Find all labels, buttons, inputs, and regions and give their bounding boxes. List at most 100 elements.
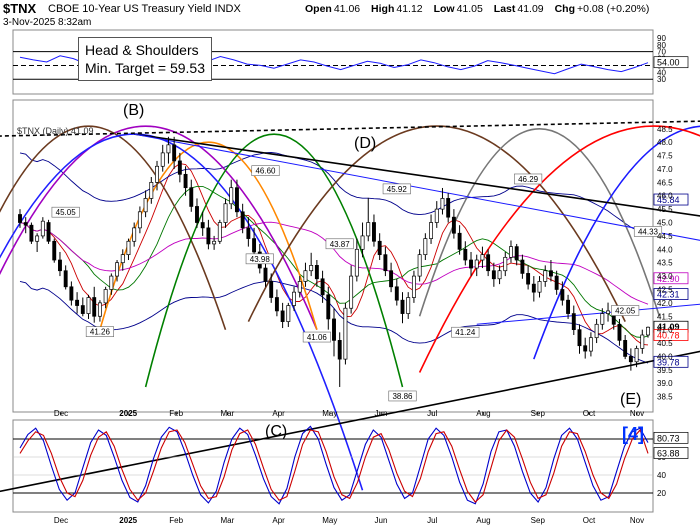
stoch-x-tick-label: Apr (272, 516, 285, 525)
point-label-box (514, 173, 543, 185)
candle-body (337, 340, 342, 360)
open-value: 41.06 (333, 3, 361, 15)
candle-body (286, 305, 291, 322)
price-x-tick-label: Dec (54, 409, 68, 418)
candle-body (411, 275, 416, 298)
stoch-last-label: 63.88 (657, 449, 680, 459)
candle-body (617, 323, 622, 341)
candle-body (486, 254, 491, 272)
candle-body (480, 254, 485, 261)
candle-body (274, 297, 279, 312)
candle-body (212, 240, 217, 245)
candle-body (97, 302, 102, 317)
channel-line (476, 303, 700, 325)
point-label-box (633, 226, 663, 237)
candle-body (531, 283, 536, 293)
dashed-trendline (0, 120, 700, 137)
candle-body (400, 299, 405, 314)
rsi-tick-label: 30 (657, 75, 666, 84)
candle-body (394, 286, 399, 301)
price-tick-label: 45.5 (657, 205, 673, 214)
ma-green-line (19, 185, 649, 338)
callout-line-2: Min. Target = 59.53 (85, 60, 205, 76)
candle-body (583, 345, 588, 352)
stoch-tick-label: 20 (657, 489, 666, 498)
price-tick-label: 46.0 (657, 192, 673, 201)
legend-text: $TNX (Daily) 41.09 (17, 126, 94, 136)
ohlc-bar: Open 41.06 High 41.12 Low 41.05 Last 41.09 C… (305, 3, 657, 15)
candle-body (548, 270, 553, 277)
candle-body (503, 256, 508, 272)
candle-body (229, 187, 234, 205)
point-label: 41.06 (307, 333, 328, 342)
stoch-tick-label: 40 (657, 471, 666, 480)
stoch-x-tick-label: Aug (476, 516, 490, 525)
candle-body (80, 305, 85, 314)
stoch-x-tick-label: May (322, 516, 337, 525)
candle-body (377, 240, 382, 256)
candle-body (292, 291, 296, 306)
point-label-box (611, 305, 640, 316)
exchange-label: INDX (214, 3, 241, 15)
price-tick-label: 47.0 (657, 165, 673, 174)
right-value-box (653, 355, 689, 368)
candle-body (554, 275, 559, 290)
high-label: High (371, 3, 395, 15)
candle-body (406, 297, 411, 314)
stoch-last-label: 80.73 (657, 433, 680, 443)
candle-body (126, 240, 131, 256)
point-label-box (85, 326, 114, 337)
price-x-tick-label: 2025 (119, 409, 137, 418)
chg-value: +0.08 (+0.20%) (577, 3, 650, 15)
candle-body (195, 206, 199, 223)
cycle-arc-blue-left (0, 133, 364, 491)
cycle-arc-purple (0, 125, 318, 331)
stoch-x-tick-label: Sep (531, 516, 546, 525)
point-label: 41.24 (455, 328, 476, 337)
price-x-tick-label: May (322, 409, 337, 418)
stoch-x-tick-label: Mar (221, 516, 235, 525)
rsi-panel-frame (12, 29, 654, 95)
rsi-tick-label: 80 (657, 41, 666, 50)
candle-body (560, 289, 565, 301)
candle-body (132, 227, 137, 242)
candle-body (640, 334, 645, 349)
right-value-box (653, 193, 689, 206)
stoch-x-tick-label: Nov (630, 516, 644, 525)
candle-body (109, 275, 114, 290)
candle-body (417, 254, 422, 277)
candle-body (600, 313, 605, 325)
open-label: Open (305, 3, 332, 15)
candle-body (58, 259, 62, 272)
candle-body (280, 310, 285, 322)
last-value: 41.09 (517, 3, 544, 15)
price-labels: 45.05 41.26 46.60 43.98 45.92 43.87 41.06 38.86… (51, 165, 689, 402)
neckline-lower (0, 350, 700, 493)
candle-body (183, 173, 188, 189)
price-tick-label: 42.0 (657, 299, 673, 308)
candle-body (29, 224, 34, 242)
right-value-label: 42.31 (657, 290, 680, 300)
cycle-arc-brown-right (247, 125, 626, 322)
candle-body (206, 227, 211, 245)
point-label-box (302, 331, 331, 343)
price-tick-label: 40.5 (657, 339, 673, 348)
right-value-label: 45.84 (657, 195, 680, 205)
price-tick-label: 41.5 (657, 312, 673, 321)
candle-body (463, 248, 468, 261)
cycle-overlays (0, 120, 700, 493)
candle-body (497, 270, 502, 280)
price-tick-label: 45.0 (657, 219, 673, 228)
callout-line-1: Head & Shoulders (85, 42, 199, 58)
candle-body (160, 152, 165, 167)
price-x-tick-label: Jun (375, 409, 388, 418)
cycle-arc-blue-right (533, 125, 700, 360)
candle-body (537, 281, 542, 293)
right-value-box (653, 288, 689, 300)
candle-body (520, 259, 525, 274)
cycle-4-label: [4] (622, 424, 644, 444)
candle-body (189, 187, 194, 207)
quote-date: 3-Nov-2025 8:32am (3, 17, 92, 28)
